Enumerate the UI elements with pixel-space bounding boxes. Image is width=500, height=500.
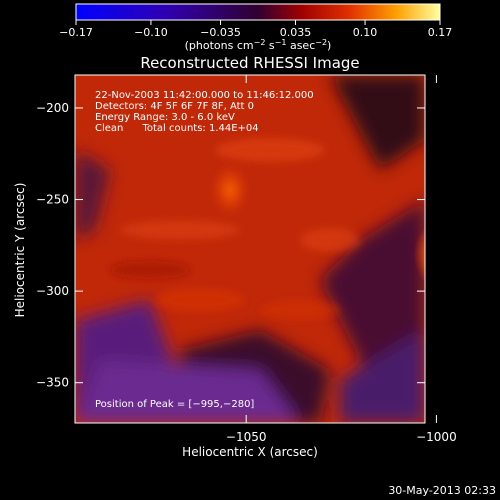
x-axis-ticks: −1050−1000−950: [226, 75, 457, 444]
y-axis-label: Heliocentric Y (arcsec): [13, 183, 27, 318]
x-tick-label: −1000: [416, 430, 457, 444]
colorbar-tick-label: −0.10: [134, 26, 168, 39]
colorbar-unit: (photons cm−2 s−1 asec−2): [185, 38, 332, 52]
y-tick-label: −250: [36, 193, 69, 207]
info-clean-counts: Clean Total counts: 1.44E+04: [95, 123, 259, 134]
plot-frame: [74, 74, 426, 424]
y-tick-label: −350: [36, 376, 69, 390]
colorbar-tick-label: 0.17: [428, 26, 453, 39]
colorbar: [75, 3, 441, 21]
x-tick-label: −1050: [226, 430, 267, 444]
colorbar-ticks: −0.17 −0.10 −0.035 0.035 0.10 0.17: [59, 20, 452, 39]
x-axis-label: Heliocentric X (arcsec): [182, 445, 318, 459]
colorbar-tick-label: −0.035: [200, 26, 241, 39]
info-time-range: 22-Nov-2003 11:42:00.000 to 11:46:12.000: [95, 90, 314, 101]
colorbar-tick-label: 0.035: [280, 26, 312, 39]
heatmap-image: [75, 75, 425, 423]
colorbar-tick-label: −0.17: [59, 26, 93, 39]
colorbar-tick-label: 0.10: [353, 26, 378, 39]
peak-source: [413, 225, 425, 284]
y-tick-label: −200: [36, 101, 69, 115]
info-block: 22-Nov-2003 11:42:00.000 to 11:46:12.000…: [95, 90, 314, 134]
timestamp: 30-May-2013 02:33: [388, 484, 496, 497]
info-detectors: Detectors: 4F 5F 6F 7F 8F, Att 0: [95, 101, 254, 112]
peak-position-label: Position of Peak = [−995,−280]: [95, 399, 254, 410]
y-axis-ticks: −200 −250 −300 −350: [36, 101, 425, 390]
chart-title: Reconstructed RHESSI Image: [140, 54, 359, 72]
info-energy-range: Energy Range: 3.0 - 6.0 keV: [95, 112, 235, 123]
y-tick-label: −300: [36, 284, 69, 298]
